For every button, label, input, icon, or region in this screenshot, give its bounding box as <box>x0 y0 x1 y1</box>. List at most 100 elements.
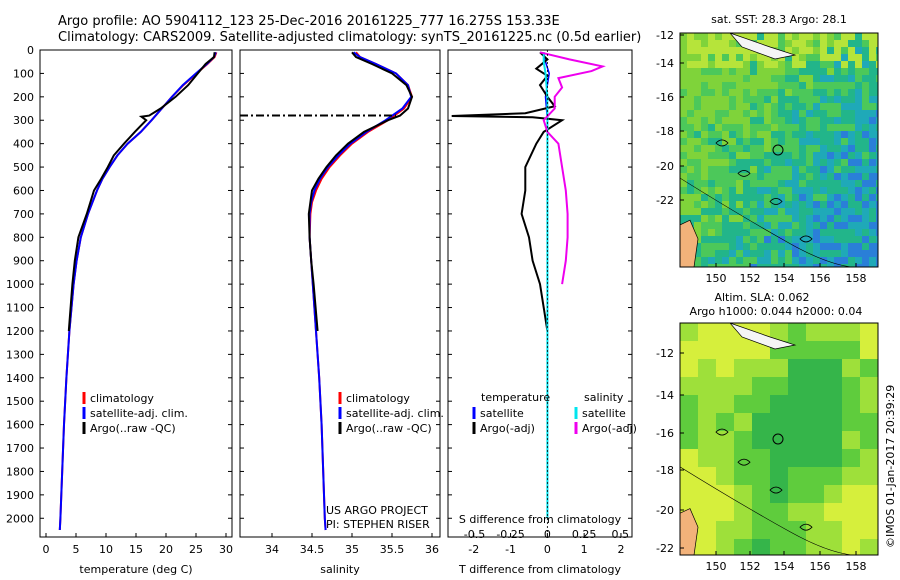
map-cell <box>848 117 856 125</box>
map-cell <box>862 110 870 118</box>
map-cell <box>708 215 716 223</box>
map-cell <box>701 61 709 69</box>
map-cell <box>860 323 878 342</box>
map-cell <box>785 173 793 181</box>
map-cell <box>862 103 870 111</box>
map-cell <box>799 145 807 153</box>
map-cell <box>687 68 695 76</box>
map-cell <box>841 82 849 90</box>
map-cell <box>792 89 800 97</box>
map-cell <box>820 145 828 153</box>
map-cell <box>862 89 870 97</box>
legend-header-salinity: salinity <box>584 391 624 404</box>
map-cell <box>729 138 737 146</box>
map-cell <box>722 229 730 237</box>
x-tick-label: 36 <box>425 543 439 556</box>
plot-frame <box>239 49 441 538</box>
plot-frame <box>447 49 633 538</box>
map-cell <box>820 131 828 139</box>
map-cell <box>862 96 870 104</box>
map-cell <box>862 229 870 237</box>
map-cell <box>734 521 753 540</box>
map-cell <box>716 467 735 486</box>
map-cell <box>715 243 723 251</box>
map-cell <box>708 89 716 97</box>
reef-outline <box>715 139 729 147</box>
map-cell <box>715 110 723 118</box>
map-cell <box>792 159 800 167</box>
map-cell <box>841 194 849 202</box>
map-cell <box>799 75 807 83</box>
map-cell <box>750 187 758 195</box>
map-cell <box>764 264 772 267</box>
depth-tick-label: 1200 <box>6 325 34 338</box>
map-cell <box>855 61 863 69</box>
map-cell <box>788 395 807 414</box>
map-cell <box>827 138 835 146</box>
map-cell <box>799 173 807 181</box>
map-cell <box>834 110 842 118</box>
plot-frame <box>39 49 233 538</box>
map-cell <box>778 131 786 139</box>
map-cell <box>869 166 877 174</box>
legend-label: Argo(-adj) <box>480 422 535 435</box>
map-cell <box>743 33 751 41</box>
map-cell <box>848 96 856 104</box>
map-cell <box>876 173 878 181</box>
map-cell <box>687 145 695 153</box>
map-cell <box>799 68 807 76</box>
map-cell <box>876 124 878 132</box>
map-cell <box>792 222 800 230</box>
map-cell <box>715 236 723 244</box>
map-cell <box>799 124 807 132</box>
map-cell <box>771 68 779 76</box>
map-cell <box>764 152 772 160</box>
map-cell <box>729 33 737 41</box>
map-cell <box>750 236 758 244</box>
map-cell <box>860 431 878 450</box>
lon-tick-label: 152 <box>740 560 761 573</box>
depth-tick-label: 1000 <box>6 278 34 291</box>
map-cell <box>876 54 878 62</box>
map-cell <box>716 413 735 432</box>
lon-tick-label: 158 <box>846 272 867 285</box>
map-cell <box>785 201 793 209</box>
map-cell <box>834 152 842 160</box>
map-cell <box>701 96 709 104</box>
map-cell <box>820 264 828 267</box>
map-cell <box>743 54 751 62</box>
map-cell <box>785 138 793 146</box>
map-cell <box>771 236 779 244</box>
map-cell <box>842 341 861 360</box>
map-cell <box>820 61 828 69</box>
lat-tick-label: -12 <box>656 29 674 42</box>
map-cell <box>792 236 800 244</box>
map-cell <box>806 359 825 378</box>
map-cell <box>834 103 842 111</box>
map-cell <box>736 236 744 244</box>
map-cell <box>820 75 828 83</box>
map-cell <box>701 110 709 118</box>
map-cell <box>736 173 744 181</box>
map-cell <box>757 103 765 111</box>
map-cell <box>792 166 800 174</box>
map-cell <box>687 110 695 118</box>
map-cell <box>701 54 709 62</box>
map-cell <box>799 152 807 160</box>
map-cell <box>860 503 878 522</box>
map-cell <box>855 215 863 223</box>
map-cell <box>806 449 825 468</box>
depth-tick-label: 800 <box>13 231 34 244</box>
map-cell <box>750 152 758 160</box>
map-cell <box>827 152 835 160</box>
map-cell <box>736 180 744 188</box>
map-cell <box>834 54 842 62</box>
map-cell <box>788 485 807 504</box>
map-cell <box>869 257 877 265</box>
map-cell <box>876 215 878 223</box>
map-cell <box>869 229 877 237</box>
map-cell <box>694 180 702 188</box>
map-cell <box>701 222 709 230</box>
map-frame <box>679 322 879 556</box>
map-cell <box>792 201 800 209</box>
